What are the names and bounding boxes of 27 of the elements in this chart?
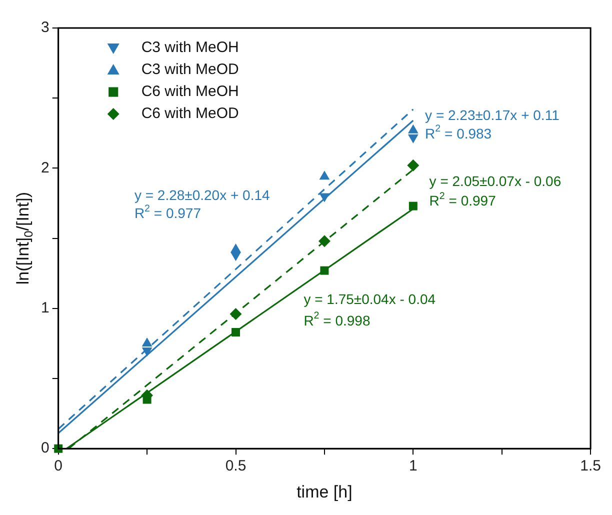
annotation: y = 2.23±0.17x + 0.11	[425, 107, 560, 124]
point	[408, 202, 418, 210]
x-axis-title: time [h]	[296, 482, 352, 502]
annotation: y = 2.05±0.07x - 0.06	[429, 173, 562, 190]
y-tick-label: 1	[41, 300, 50, 317]
y-tick-label: 3	[41, 19, 50, 36]
point	[407, 159, 420, 172]
x-tick-label: 0	[54, 458, 63, 475]
x-tick-label: 1	[408, 458, 418, 475]
x-tick-label: 1.5	[580, 458, 602, 475]
y-axis-title: ln([Int]0/[Int])	[14, 192, 36, 285]
legend-label: C3 with MeOD	[141, 61, 240, 78]
x-tick-label: 0.5	[225, 458, 246, 475]
point	[319, 170, 330, 180]
point	[320, 266, 329, 275]
y-tick-label: 2	[41, 159, 50, 176]
annotation: y = 1.75±0.04x - 0.04	[304, 290, 436, 307]
legend-label: C3 with MeOH	[141, 39, 239, 56]
point	[142, 347, 152, 356]
legend-label: C6 with MeOH	[141, 83, 239, 100]
legend-label: C6 with MeOD	[141, 105, 240, 122]
point	[230, 308, 242, 320]
point	[318, 235, 330, 248]
y-tick-label: 0	[41, 440, 50, 457]
point	[408, 134, 418, 144]
point	[232, 328, 240, 336]
annotation: y = 2.28±0.20x + 0.14	[134, 187, 270, 204]
